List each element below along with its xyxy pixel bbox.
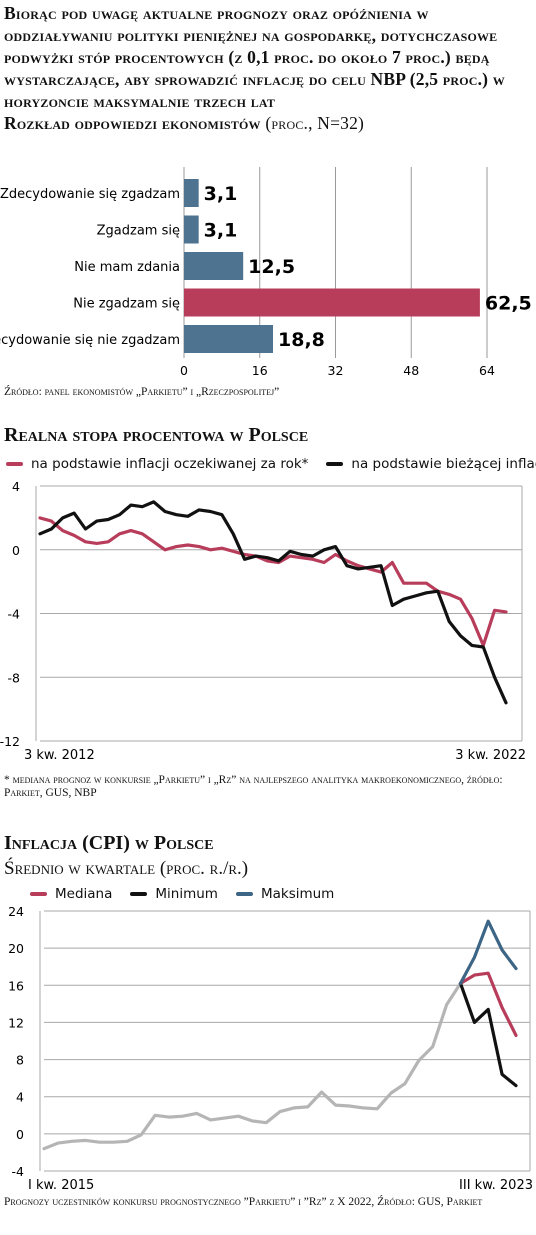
y-tick-label: 0 (12, 543, 20, 558)
legend-label-current: na podstawie bieżącej inflacji (351, 456, 536, 472)
y-tick-label: -12 (0, 734, 20, 749)
series-line (38, 516, 508, 647)
cpi-legend: Mediana Minimum Maksimum (30, 886, 352, 902)
cpi-chart: 24 20 16 12 8 4 0 -4I kw. 2015 III kw. 2023 (8, 904, 533, 1190)
bar (184, 288, 480, 317)
legend-label-minimum: Minimum (155, 886, 218, 902)
y-tick-label: 0 (16, 1127, 24, 1142)
bar-chart-title: Rozkład odpowiedzi ekonomistów (4, 113, 261, 133)
y-tick-label: 20 (8, 941, 24, 956)
value-label: 62,5 (485, 293, 532, 315)
category-label: Nie mam zdania (74, 260, 180, 275)
legend-swatch-maximum (235, 892, 253, 896)
category-label: Zdecydowanie się nie zgadzam (0, 333, 180, 348)
series-line (38, 500, 508, 705)
cpi-chart-source: Prognozy uczestników konkursu prognostyc… (4, 1196, 483, 1208)
bar (184, 325, 274, 353)
x-label-end: 3 kw. 2022 (455, 748, 526, 763)
x-tick-label: 16 (252, 363, 268, 378)
x-tick-label: 32 (328, 363, 344, 378)
y-tick-label: -4 (8, 607, 21, 622)
x-tick-label: 64 (479, 363, 495, 378)
series-line (42, 981, 463, 1151)
rate-chart: 4 0 -4 -8 -12 3 kw. 2012 3 kw. 2022 (0, 479, 526, 763)
category-label: Zdecydowanie się zgadzam (0, 187, 180, 202)
bar-chart-subtitle: (proc., N=32) (265, 113, 365, 133)
value-label: 12,5 (248, 256, 295, 278)
value-label: 3,1 (204, 220, 238, 242)
series-line (458, 919, 518, 986)
category-label: Nie zgadzam się (73, 297, 180, 312)
legend-swatch-current (326, 462, 344, 466)
survey-question: Biorąc pod uwagę aktualne prognozy oraz … (4, 3, 505, 111)
bar-chart: 0 16 32 48 64 Zdecydowanie się zgadzam 3,1 Zgad… (0, 167, 532, 378)
value-label: 3,1 (204, 183, 238, 205)
bar (184, 179, 199, 207)
x-label-start: 3 kw. 2012 (24, 748, 95, 763)
y-tick-label: -8 (8, 670, 21, 685)
category-label: Zgadzam się (97, 224, 180, 239)
bar-chart-source: Źródło: panel ekonomistów „Parkietu” i „… (4, 386, 280, 398)
series-line (458, 981, 518, 1088)
legend-label-median: Mediana (55, 886, 113, 902)
y-tick-label: 4 (12, 479, 20, 494)
cpi-chart-subtitle: Średnio w kwartale (proc. r./r.) (4, 858, 249, 879)
y-tick-label: 8 (16, 1053, 24, 1068)
legend-label-maximum: Maksimum (260, 886, 335, 902)
rate-legend: na podstawie inflacji oczekiwanej za rok… (6, 456, 536, 472)
cpi-chart-title: Inflacja (CPI) w Polsce (4, 832, 214, 854)
rate-chart-source: * mediana prognoz w konkursie „Parkietu”… (4, 774, 503, 799)
survey-question-title: Biorąc pod uwagę aktualne prognozy oraz … (4, 2, 532, 134)
value-label: 18,8 (278, 329, 325, 351)
legend-label-expected: na podstawie inflacji oczekiwanej za rok… (31, 456, 309, 472)
x-tick-label: 0 (180, 363, 188, 378)
x-tick-label: 48 (403, 363, 419, 378)
legend-swatch-expected (6, 462, 23, 466)
bar (184, 215, 199, 244)
rate-chart-title: Realna stopa procentowa w Polsce (4, 424, 309, 446)
bar (184, 252, 244, 280)
y-tick-label: 16 (8, 978, 24, 993)
y-tick-label: 24 (8, 904, 24, 919)
x-label-end: III kw. 2023 (459, 1178, 533, 1190)
y-tick-label: -4 (12, 1164, 25, 1179)
series-line (458, 971, 518, 1037)
x-label-start: I kw. 2015 (28, 1178, 94, 1190)
legend-swatch-minimum (130, 892, 148, 896)
legend-swatch-median (30, 892, 47, 896)
y-tick-label: 4 (16, 1090, 24, 1105)
y-tick-label: 12 (8, 1015, 24, 1030)
